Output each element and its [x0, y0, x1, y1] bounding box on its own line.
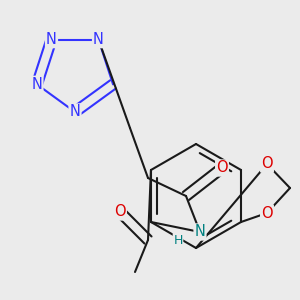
Text: N: N: [32, 77, 42, 92]
Text: H: H: [173, 233, 183, 247]
Text: O: O: [114, 205, 126, 220]
Text: O: O: [261, 206, 273, 220]
Text: N: N: [46, 32, 57, 47]
Text: O: O: [261, 157, 273, 172]
Text: O: O: [216, 160, 228, 175]
Text: N: N: [93, 32, 104, 47]
Text: N: N: [70, 104, 80, 119]
Text: N: N: [195, 224, 206, 239]
